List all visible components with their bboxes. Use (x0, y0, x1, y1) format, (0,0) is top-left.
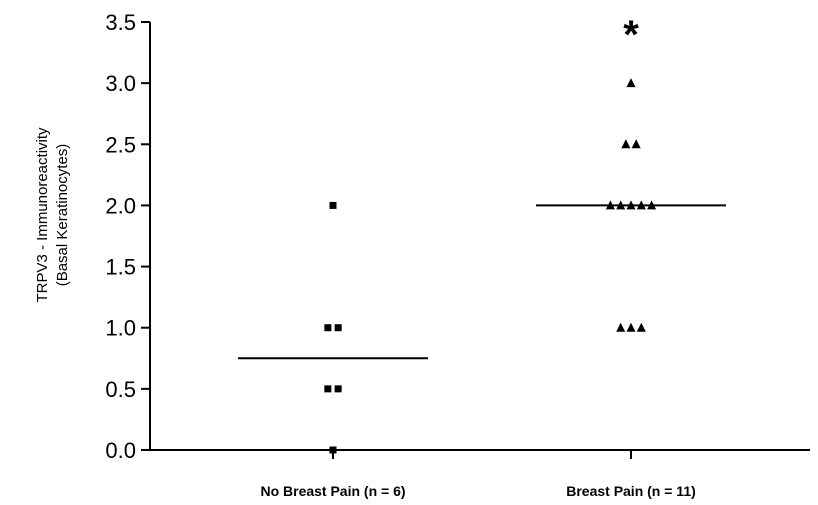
x-category-label: No Breast Pain (n = 6) (260, 483, 405, 499)
data-point-triangle (626, 200, 636, 210)
y-tick-label: 3.5 (105, 10, 136, 35)
median-lines (238, 204, 726, 360)
y-axis-title-line-2: (Basal Keratinocytes) (54, 144, 71, 287)
data-point-triangle (621, 139, 631, 149)
data-point-triangle (616, 200, 626, 210)
data-point-triangle (636, 200, 646, 210)
data-point-square (329, 201, 337, 209)
data-point-triangle (605, 200, 615, 210)
x-category-label: Breast Pain (n = 11) (566, 483, 696, 499)
y-tick-label: 0.0 (105, 438, 136, 463)
data-point-triangle (626, 322, 636, 332)
y-axis-title-line-1: TRPV3 - Immunoreactivity (34, 127, 51, 303)
data-point-square (324, 385, 332, 393)
x-axis: No Breast Pain (n = 6) Breast Pain (n = 1… (150, 449, 810, 499)
data-point-square (329, 446, 337, 454)
data-point-square (334, 385, 342, 393)
data-point-triangle (626, 78, 636, 88)
data-point-square (324, 324, 332, 332)
data-points (324, 78, 657, 454)
y-tick-label: 1.5 (105, 255, 136, 280)
y-tick-label: 3.0 (105, 71, 136, 96)
data-point-square (334, 324, 342, 332)
data-point-triangle (616, 322, 626, 332)
y-tick-label: 1.0 (105, 316, 136, 341)
y-tick-label: 0.5 (105, 377, 136, 402)
y-axis: 0.0 0.5 1.0 1.5 2.0 2.5 3.0 3.5 (105, 10, 151, 463)
y-tick-label: 2.0 (105, 193, 136, 218)
data-point-triangle (647, 200, 657, 210)
y-tick-label: 2.5 (105, 132, 136, 157)
data-point-triangle (636, 322, 646, 332)
data-point-triangle (631, 139, 641, 149)
annotations: * (623, 13, 639, 57)
y-axis-title: TRPV3 - Immunoreactivity (Basal Keratino… (34, 127, 71, 303)
significance-asterisk: * (623, 13, 639, 57)
